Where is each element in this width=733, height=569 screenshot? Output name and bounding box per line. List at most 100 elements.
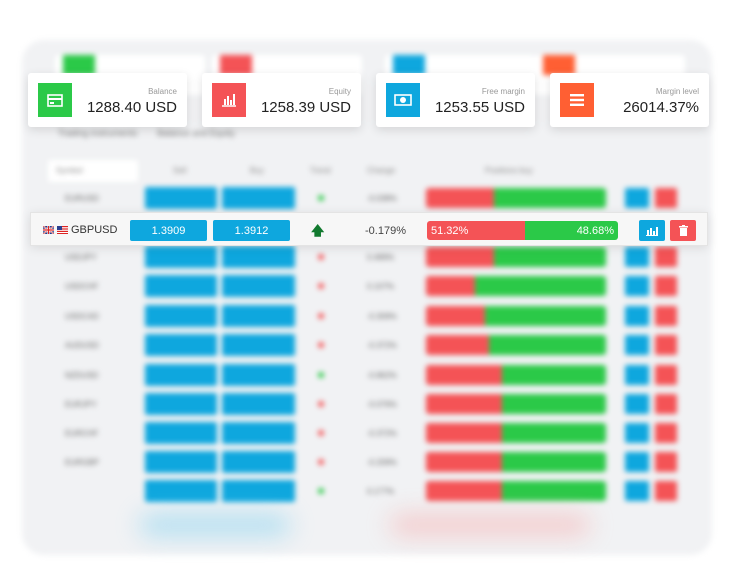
trend-icon (318, 372, 324, 378)
sell-button[interactable] (145, 480, 217, 502)
trend-icon (318, 488, 324, 494)
sell-percent: 51.32% (427, 221, 526, 240)
trash-icon (678, 225, 688, 236)
buy-button[interactable] (222, 334, 295, 356)
tabs: Trading instruments Balance and Equity (58, 128, 235, 138)
positions-bar (426, 306, 606, 326)
change-value: 0.177% (367, 487, 395, 496)
balance-label: Balance (148, 87, 177, 96)
buy-button[interactable] (222, 451, 295, 473)
table-row[interactable]: USDJPY 0.489% (45, 246, 685, 270)
sell-button[interactable]: 1.3909 (130, 220, 207, 241)
header-sell: Sell (173, 166, 187, 175)
table-row[interactable]: EURGBP -0.209% (45, 451, 685, 475)
delete-button[interactable] (670, 220, 696, 241)
header-change: Change (367, 166, 396, 175)
chart-button[interactable] (625, 306, 649, 326)
tab-trading-instruments[interactable]: Trading instruments (58, 128, 138, 138)
us-flag-icon (57, 226, 68, 234)
delete-button[interactable] (655, 481, 677, 501)
buy-button[interactable] (222, 393, 295, 415)
delete-button[interactable] (655, 335, 677, 355)
delete-button[interactable] (655, 394, 677, 414)
symbol-cell: GBPUSD (43, 224, 117, 236)
uk-flag-icon (43, 226, 54, 234)
delete-button[interactable] (655, 276, 677, 296)
table-row[interactable]: EURUSD -0.038% (45, 187, 685, 211)
sell-button[interactable] (145, 305, 217, 327)
sell-button[interactable] (145, 187, 217, 209)
chart-button[interactable] (625, 394, 649, 414)
delete-button[interactable] (655, 188, 677, 208)
chart-button[interactable] (625, 365, 649, 385)
positions-bar (426, 188, 606, 208)
buy-button[interactable] (222, 364, 295, 386)
menu-icon (560, 83, 594, 117)
table-row[interactable]: 0.177% (45, 480, 685, 504)
positions-bar (426, 481, 606, 501)
change-value: -0.209% (367, 458, 397, 467)
buy-button[interactable] (222, 305, 295, 327)
table-row[interactable]: EURCHF -0.372% (45, 422, 685, 446)
positions-bar (426, 365, 606, 385)
chart-button[interactable] (639, 220, 665, 241)
buy-button[interactable] (222, 480, 295, 502)
margin-level-label: Margin level (655, 87, 699, 96)
header-positions: Positions buy (485, 166, 533, 175)
positions-bar: 51.32% 48.68% (427, 221, 618, 240)
table-row[interactable]: AUDUSD -0.372% (45, 334, 685, 358)
table-row[interactable]: NZDUSD -0.862% (45, 364, 685, 388)
sell-button[interactable] (145, 334, 217, 356)
table-row[interactable]: USDCAD -0.309% (45, 305, 685, 329)
delete-button[interactable] (655, 423, 677, 443)
table-row-gbpusd[interactable]: GBPUSD 1.3909 1.3912 🡅 -0.179% 51.32% 48… (30, 212, 708, 246)
buy-button[interactable] (222, 246, 295, 268)
change-value: -0.862% (367, 371, 397, 380)
symbol-label: NZDUSD (65, 371, 99, 380)
change-value: -0.372% (367, 429, 397, 438)
trend-icon (318, 195, 324, 201)
delete-button[interactable] (655, 306, 677, 326)
chart-button[interactable] (625, 335, 649, 355)
sell-button[interactable] (145, 422, 217, 444)
tab-balance-equity[interactable]: Balance and Equity (157, 128, 235, 138)
table-row[interactable]: EURJPY -0.076% (45, 393, 685, 417)
buy-button[interactable] (222, 275, 295, 297)
chart-button[interactable] (625, 423, 649, 443)
chart-button[interactable] (625, 276, 649, 296)
symbol-label: GBPUSD (71, 224, 118, 236)
sell-button[interactable] (145, 364, 217, 386)
chart-button[interactable] (625, 481, 649, 501)
buy-percent: 48.68% (525, 221, 618, 240)
trend-icon (318, 401, 324, 407)
buy-button[interactable] (222, 422, 295, 444)
buy-button[interactable] (222, 187, 295, 209)
change-value: -0.372% (367, 341, 397, 350)
table-row[interactable]: USDCHF 0.107% (45, 275, 685, 299)
delete-button[interactable] (655, 247, 677, 267)
banknote-icon (386, 83, 420, 117)
trend-icon (318, 342, 324, 348)
change-value: -0.076% (367, 400, 397, 409)
sell-button[interactable] (145, 246, 217, 268)
chart-button[interactable] (625, 188, 649, 208)
symbol-search-input[interactable]: Symbol (48, 160, 138, 182)
trend-icon (318, 313, 324, 319)
delete-button[interactable] (655, 365, 677, 385)
bar-chart-icon (646, 226, 658, 236)
sell-button[interactable] (145, 393, 217, 415)
equity-label: Equity (328, 87, 351, 96)
trend-icon (318, 254, 324, 260)
delete-button[interactable] (655, 452, 677, 472)
symbol-label: USDCAD (65, 312, 99, 321)
sell-button[interactable] (145, 275, 217, 297)
free-margin-value: 1253.55 USD (434, 99, 525, 116)
symbol-label: EURCHF (65, 429, 99, 438)
chart-button[interactable] (625, 452, 649, 472)
equity-card: Equity 1258.39 USD (202, 73, 361, 127)
chart-button[interactable] (625, 247, 649, 267)
sell-button[interactable] (145, 451, 217, 473)
positions-bar (426, 247, 606, 267)
buy-button[interactable]: 1.3912 (213, 220, 290, 241)
positions-bar (426, 452, 606, 472)
